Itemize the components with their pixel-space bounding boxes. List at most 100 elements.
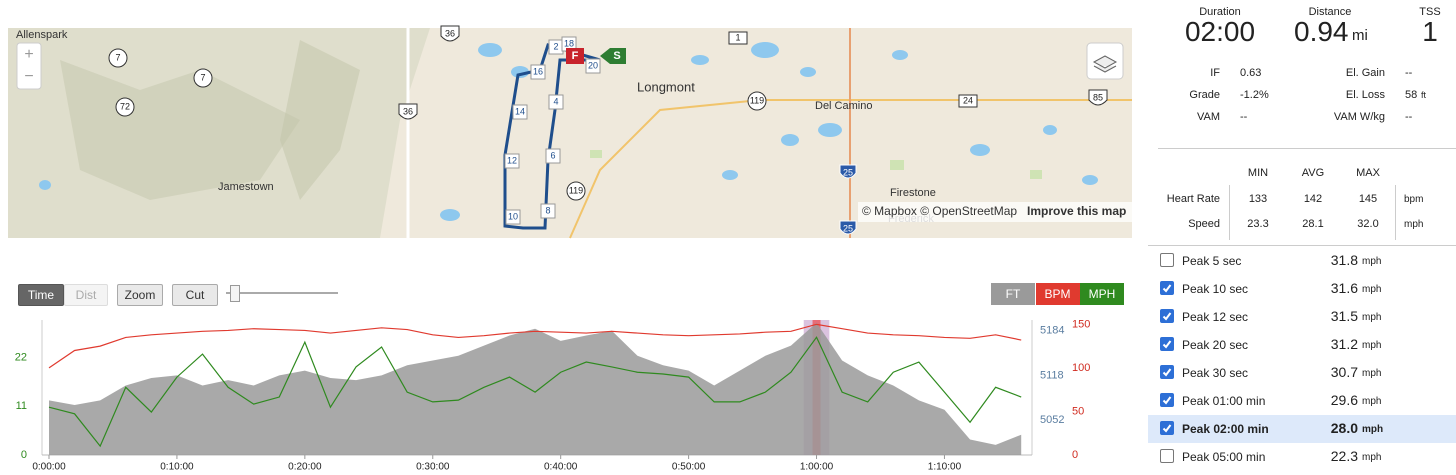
cut-button[interactable]: Cut xyxy=(172,284,218,306)
metric-label: El. Loss xyxy=(1345,89,1385,101)
peak-row[interactable]: Peak 05:00 min 22.3 mph xyxy=(1148,443,1456,471)
row-label: Speed xyxy=(1188,218,1220,230)
peak-value: 31.6 xyxy=(1330,280,1358,296)
peak-row[interactable]: Peak 12 sec 31.5 mph xyxy=(1148,303,1456,331)
dist-button[interactable]: Dist xyxy=(64,284,108,306)
checkbox[interactable] xyxy=(1160,365,1174,379)
table-cell: 133 xyxy=(1248,193,1268,205)
x-tick-label: 0:50:00 xyxy=(672,462,706,473)
map-attribution[interactable]: © Mapbox © OpenStreetMap xyxy=(862,204,1017,218)
slider-handle[interactable] xyxy=(230,285,240,302)
road-shield xyxy=(839,164,857,179)
road-shield xyxy=(839,220,857,235)
route-marker-label: 18 xyxy=(564,38,574,48)
peak-value: 29.6 xyxy=(1330,392,1358,408)
road-shield xyxy=(115,97,135,117)
x-tick-label: 0:00:00 xyxy=(32,462,66,473)
checkbox[interactable] xyxy=(1160,449,1174,463)
x-tick-label: 0:30:00 xyxy=(416,462,450,473)
map[interactable]: Allenspark Jamestown Longmont Del Camino… xyxy=(0,0,1140,245)
route-marker xyxy=(512,104,528,120)
slider-track[interactable] xyxy=(226,292,338,294)
peak-label: Peak 10 sec xyxy=(1182,282,1249,296)
duration-label: Duration xyxy=(1199,6,1241,18)
table-cell: 142 xyxy=(1303,193,1323,205)
road-shield xyxy=(440,25,460,42)
series-line xyxy=(48,323,1022,369)
tss-value: 1 xyxy=(1422,16,1438,47)
peak-label: Peak 05:00 min xyxy=(1182,450,1266,464)
zoom-button[interactable]: Zoom xyxy=(117,284,163,306)
route-marker xyxy=(530,64,546,80)
peak-value: 22.3 xyxy=(1330,448,1358,464)
road-number: 36 xyxy=(403,106,413,116)
zoom-out[interactable]: − xyxy=(24,68,33,85)
peak-value: 31.8 xyxy=(1330,252,1358,268)
road-number: 7 xyxy=(200,72,205,82)
checkbox[interactable] xyxy=(1160,253,1174,267)
route-marker-label: 12 xyxy=(507,155,517,165)
unit: bpm xyxy=(1404,194,1424,205)
x-tick-label: 1:10:00 xyxy=(928,462,962,473)
road-shield xyxy=(728,31,748,45)
series-toggle[interactable]: BPM xyxy=(1035,283,1080,305)
place-label: Firestone xyxy=(890,187,936,199)
series-line xyxy=(48,336,1022,448)
y-tick-label: 5118 xyxy=(1040,369,1064,381)
checkbox[interactable] xyxy=(1160,337,1174,351)
road-shield xyxy=(1088,89,1108,106)
peak-row[interactable]: Peak 10 sec 31.6 mph xyxy=(1148,275,1456,303)
road-number: 119 xyxy=(569,185,583,195)
road-number: 119 xyxy=(750,95,764,105)
row-label: Heart Rate xyxy=(1166,193,1220,205)
series-toggle[interactable]: FT xyxy=(991,283,1035,305)
y-tick-label: 0 xyxy=(1072,449,1078,461)
unit: mph xyxy=(1404,219,1424,230)
table-header: AVG xyxy=(1301,167,1325,179)
checkbox[interactable] xyxy=(1160,309,1174,323)
y-tick-label: 5184 xyxy=(1040,325,1064,337)
series-toggle[interactable]: MPH xyxy=(1080,283,1124,305)
peak-unit: mph xyxy=(1362,396,1382,407)
checkbox[interactable] xyxy=(1160,421,1174,435)
start-flag: S xyxy=(613,50,620,62)
route-marker-label: 14 xyxy=(515,106,525,116)
x-tick-label: 1:00:00 xyxy=(800,462,834,473)
place-label: Longmont xyxy=(637,79,695,94)
road-number: 72 xyxy=(120,101,130,111)
duration-value: 02:00 xyxy=(1184,16,1256,47)
metric-label: Grade xyxy=(1189,89,1220,101)
place-label: Jamestown xyxy=(218,181,274,193)
checkbox[interactable] xyxy=(1160,393,1174,407)
road-number: 25 xyxy=(843,223,853,233)
table-cell: 28.1 xyxy=(1302,218,1324,230)
route-marker-label: 10 xyxy=(508,211,518,221)
y-tick-label: 50 xyxy=(1072,405,1084,417)
metric-unit: ft xyxy=(1421,90,1427,100)
distance-value: 0.94 xyxy=(1294,16,1349,47)
road-shield xyxy=(108,48,128,68)
peak-row[interactable]: Peak 30 sec 30.7 mph xyxy=(1148,359,1456,387)
peak-unit: mph xyxy=(1362,368,1382,379)
table-cell: 32.0 xyxy=(1357,218,1379,230)
road-shield xyxy=(958,94,978,108)
road-shield xyxy=(193,68,213,88)
y-tick-label: 0 xyxy=(21,449,27,461)
peak-row[interactable]: Peak 20 sec 31.2 mph xyxy=(1148,331,1456,359)
peak-value: 30.7 xyxy=(1330,364,1358,380)
road-number: 7 xyxy=(115,52,120,62)
peak-unit: mph xyxy=(1362,424,1384,435)
route-marker-label: 8 xyxy=(545,205,550,215)
peak-row[interactable]: Peak 01:00 min 29.6 mph xyxy=(1148,387,1456,415)
checkbox[interactable] xyxy=(1160,281,1174,295)
road-number: 85 xyxy=(1093,92,1103,102)
peak-row[interactable]: Peak 02:00 min 28.0 mph xyxy=(1148,415,1456,443)
peak-row[interactable]: Peak 5 sec 31.8 mph xyxy=(1148,247,1456,275)
distance-unit: mi xyxy=(1352,27,1368,44)
table-header: MAX xyxy=(1356,167,1380,179)
time-button[interactable]: Time xyxy=(18,284,64,306)
zoom-in[interactable]: + xyxy=(24,46,33,63)
y-tick-label: 5052 xyxy=(1040,414,1064,426)
improve-map-link[interactable]: Improve this map xyxy=(1027,204,1126,218)
peak-label: Peak 20 sec xyxy=(1182,338,1249,352)
